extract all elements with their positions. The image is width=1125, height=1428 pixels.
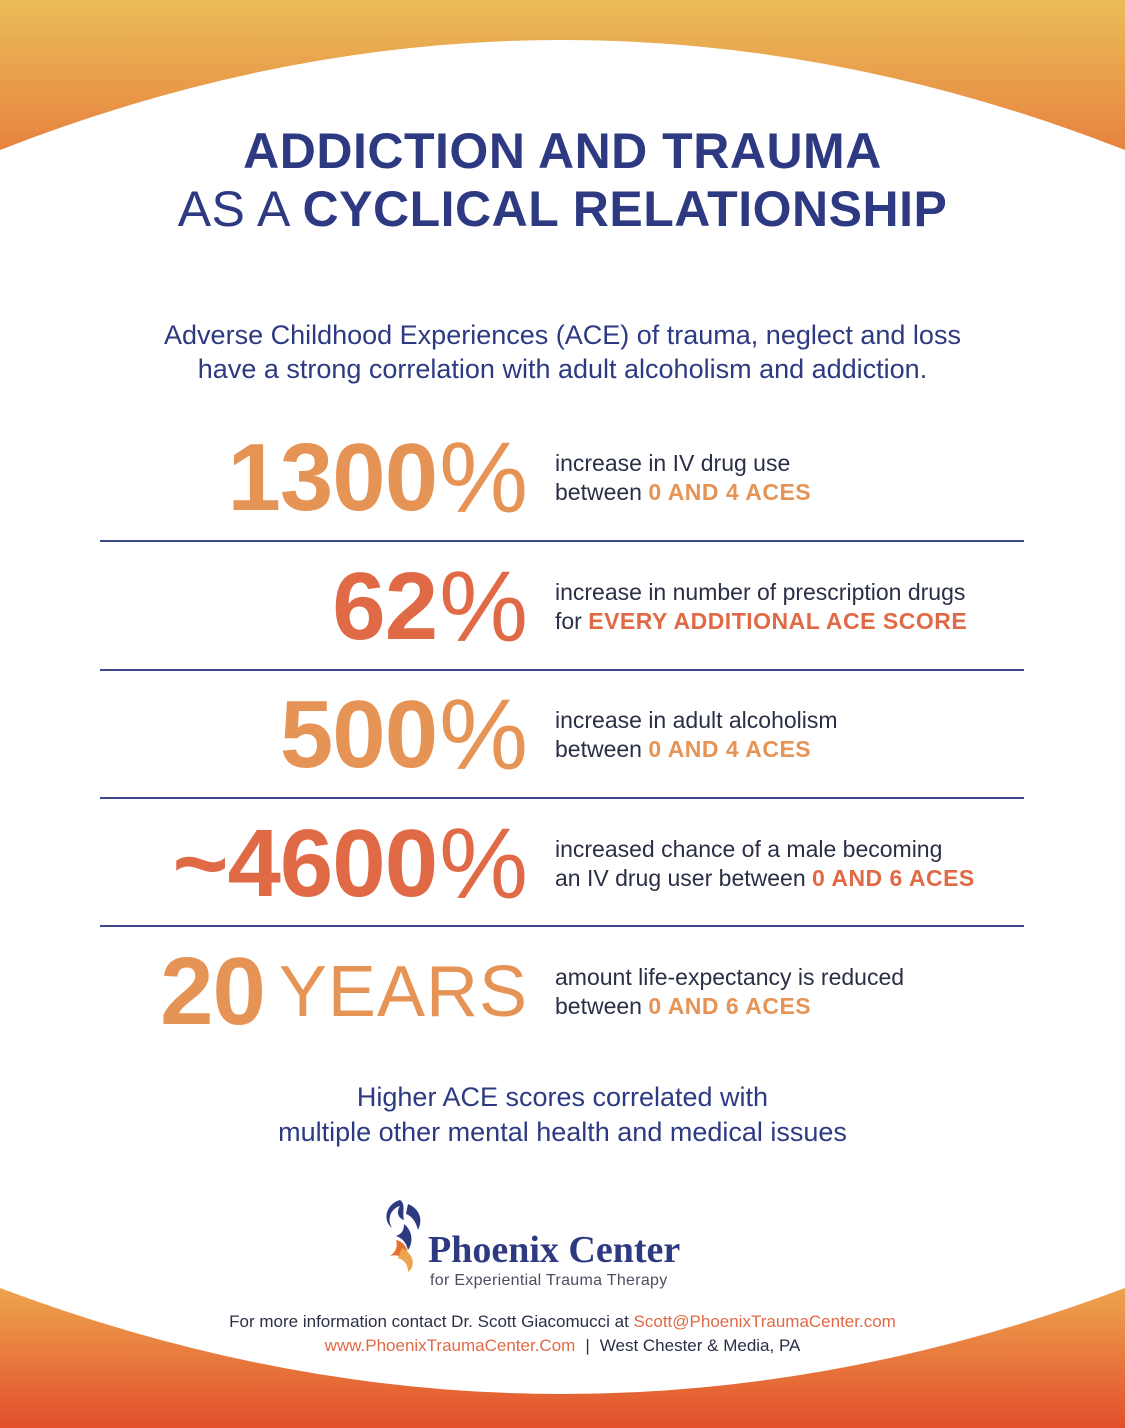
stat-desc-line-1: increased chance of a male becoming [555, 836, 943, 862]
stat-desc-prefix: for [555, 608, 589, 634]
stat-figure: 62% [332, 543, 528, 671]
website-link[interactable]: www.PhoenixTraumaCenter.Com [324, 1336, 576, 1355]
intro-line-1: Adverse Childhood Experiences (ACE) of t… [164, 320, 961, 350]
stat-desc-line-2: between 0 AND 6 ACES [555, 992, 904, 1021]
stat-row-iv-drug-user-male: ~4600% increased chance of a male becomi… [100, 800, 1024, 928]
stat-number: 62 [332, 553, 438, 660]
separator: | [585, 1336, 590, 1355]
stat-description: increase in adult alcoholism between 0 A… [555, 671, 838, 799]
divider [100, 925, 1024, 927]
stat-desc-highlight: 0 AND 4 ACES [648, 479, 812, 505]
contact-email-link[interactable]: Scott@PhoenixTraumaCenter.com [633, 1312, 896, 1331]
stat-desc-highlight: 0 AND 4 ACES [648, 736, 812, 762]
title-line-2: AS A CYCLICAL RELATIONSHIP [0, 180, 1125, 238]
logo-tagline: for Experiential Trauma Therapy [430, 1272, 668, 1289]
stat-number: ~4600 [172, 810, 438, 917]
location-text: West Chester & Media, PA [599, 1336, 801, 1355]
stat-desc-prefix: between [555, 736, 649, 762]
stat-desc-prefix: between [555, 479, 649, 505]
stat-desc-prefix: an IV drug user between [555, 865, 812, 891]
stat-desc-line-2: an IV drug user between 0 AND 6 ACES [555, 864, 975, 893]
logo-name: Phoenix Center [428, 1229, 681, 1271]
stat-description: increase in number of prescription drugs… [555, 543, 967, 671]
divider [100, 669, 1024, 671]
stat-desc-line-1: increase in adult alcoholism [555, 707, 838, 733]
stat-desc-line-2: between 0 AND 4 ACES [555, 478, 811, 507]
stat-desc-line-1: increase in IV drug use [555, 450, 791, 476]
stat-desc-highlight: 0 AND 6 ACES [812, 865, 975, 891]
stat-description: amount life-expectancy is reduced betwee… [555, 928, 904, 1056]
title-line-2-light: AS A [177, 181, 289, 237]
stat-figure: 500% [280, 671, 528, 799]
stat-desc-line-1: amount life-expectancy is reduced [555, 964, 905, 990]
divider [100, 540, 1024, 542]
stat-unit: % [439, 422, 528, 534]
stat-desc-highlight: 0 AND 6 ACES [648, 993, 812, 1019]
closing-line-1: Higher ACE scores correlated with [356, 1082, 769, 1112]
stat-number: 500 [279, 681, 438, 788]
stat-row-iv-drug-use: 1300% increase in IV drug use between 0 … [100, 414, 1024, 542]
stat-desc-line-1: increase in number of prescription drugs [555, 579, 966, 605]
intro-line-2: have a strong correlation with adult alc… [197, 354, 928, 384]
stat-desc-prefix: between [555, 993, 649, 1019]
stat-figure: 1300% [228, 414, 528, 542]
stat-figure: 20 YEARS [160, 928, 528, 1056]
stat-unit: % [439, 551, 528, 663]
stat-row-prescription-drugs: 62% increase in number of prescription d… [100, 543, 1024, 671]
top-arc [0, 0, 1125, 150]
stat-number: 20 [160, 938, 266, 1045]
stat-number: 1300 [227, 424, 439, 531]
bottom-arc [0, 1288, 1125, 1428]
stat-description: increased chance of a male becoming an I… [555, 800, 975, 928]
title-line-1: ADDICTION AND TRAUMA [243, 123, 882, 179]
stat-desc-highlight: EVERY ADDITIONAL ACE SCORE [588, 608, 968, 634]
stat-unit: % [439, 679, 528, 791]
contact-line: For more information contact Dr. Scott G… [0, 1312, 1125, 1332]
phoenix-icon [386, 1200, 421, 1272]
title-line-2-bold: CYCLICAL RELATIONSHIP [302, 181, 948, 237]
stat-unit: % [439, 808, 528, 920]
stat-desc-line-2: for EVERY ADDITIONAL ACE SCORE [555, 607, 967, 636]
website-line: www.PhoenixTraumaCenter.Com | West Chester… [0, 1336, 1125, 1356]
stat-unit: YEARS [278, 952, 528, 1032]
stat-row-alcoholism: 500% increase in adult alcoholism betwee… [100, 671, 1024, 799]
stat-desc-line-2: between 0 AND 4 ACES [555, 735, 838, 764]
stat-figure: ~4600% [172, 800, 528, 928]
contact-prefix: For more information contact Dr. Scott G… [229, 1312, 634, 1331]
stat-row-life-expectancy: 20 YEARS amount life-expectancy is reduce… [100, 928, 1024, 1056]
stat-description: increase in IV drug use between 0 AND 4 … [555, 414, 811, 542]
logo: Phoenix Center for Experiential Trauma T… [378, 1196, 758, 1296]
closing-line-2: multiple other mental health and medical… [278, 1117, 847, 1147]
divider [100, 797, 1024, 799]
